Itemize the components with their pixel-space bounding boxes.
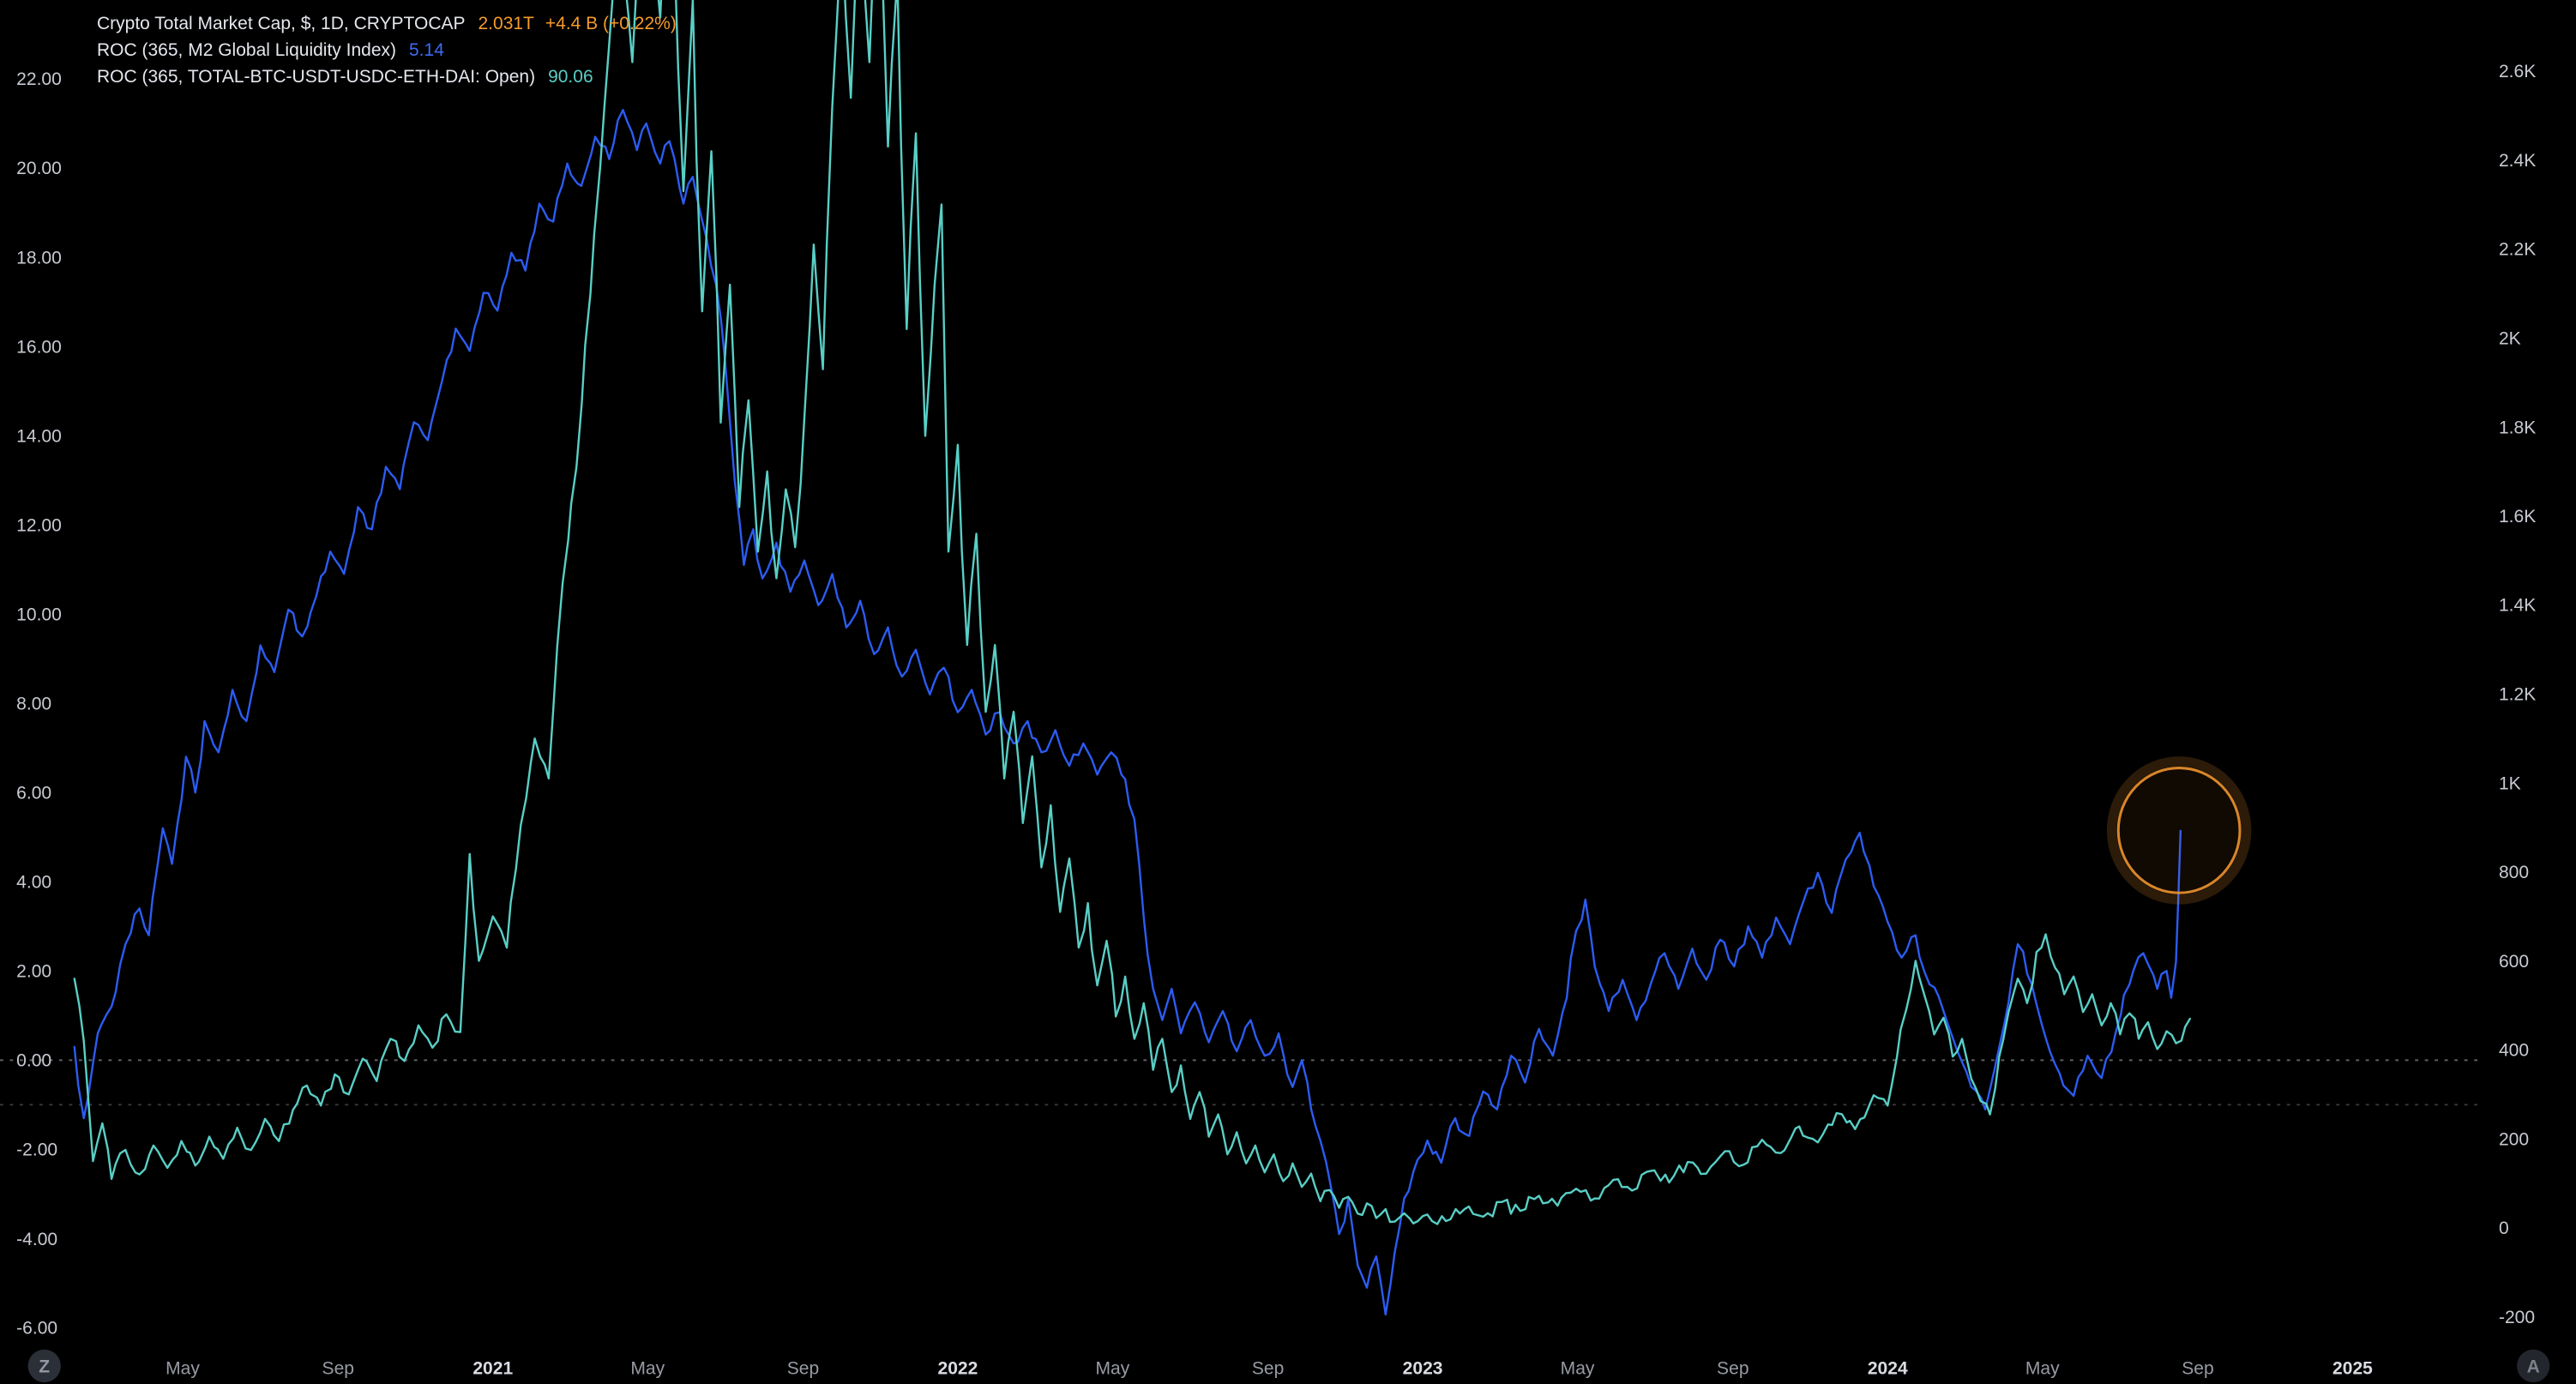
account-badge[interactable] xyxy=(2517,1349,2550,1383)
annotation-circle[interactable] xyxy=(2116,767,2242,894)
right-axis-label: 800 xyxy=(2499,863,2529,882)
legend-change-marketcap: +4.4 B (+0.22%) xyxy=(545,14,677,33)
right-axis-label: 2.4K xyxy=(2499,151,2536,171)
time-axis-label-may[interactable]: May xyxy=(2025,1358,2060,1378)
left-axis-label: 4.00 xyxy=(16,872,51,892)
right-axis-label: 0 xyxy=(2499,1219,2509,1238)
left-axis-label: -2.00 xyxy=(16,1140,57,1160)
right-axis-label: 1.2K xyxy=(2499,685,2536,705)
right-axis-label: 1.6K xyxy=(2499,507,2536,527)
left-axis-label: -4.00 xyxy=(16,1230,57,1249)
logo-badge-letter: Z xyxy=(39,1357,50,1377)
left-axis-label: -6.00 xyxy=(16,1319,57,1339)
legend-value-m2-roc: 5.14 xyxy=(409,40,444,60)
time-axis-label-sep[interactable]: Sep xyxy=(322,1358,354,1378)
time-axis-label-2023[interactable]: 2023 xyxy=(1403,1358,1443,1378)
legend-title-total-roc[interactable]: ROC (365, TOTAL-BTC-USDT-USDC-ETH-DAI: O… xyxy=(97,67,536,87)
right-axis-label: 2.6K xyxy=(2499,62,2536,81)
left-axis-label: 14.00 xyxy=(16,426,62,446)
legend-row-total-roc[interactable]: ROC (365, TOTAL-BTC-USDT-USDC-ETH-DAI: O… xyxy=(97,63,688,90)
time-axis-label-2021[interactable]: 2021 xyxy=(472,1358,513,1378)
time-axis-label-may[interactable]: May xyxy=(1095,1358,1129,1378)
right-axis-label: 600 xyxy=(2499,952,2529,972)
time-axis-label-2025[interactable]: 2025 xyxy=(2332,1358,2373,1378)
right-axis-label: 1K xyxy=(2499,773,2521,793)
left-axis-label: 2.00 xyxy=(16,962,51,982)
legend-row-marketcap[interactable]: Crypto Total Market Cap, $, 1D, CRYPTOCA… xyxy=(97,10,688,37)
left-axis-label: 20.00 xyxy=(16,159,62,178)
legend-value-marketcap: 2.031T xyxy=(478,14,534,33)
total-roc-line[interactable] xyxy=(73,0,2191,1225)
legend-title-m2-roc[interactable]: ROC (365, M2 Global Liquidity Index) xyxy=(97,40,396,60)
time-axis-label-may[interactable]: May xyxy=(630,1358,665,1378)
time-axis-label-sep[interactable]: Sep xyxy=(787,1358,819,1378)
annotation-circle-glow xyxy=(2106,756,2252,905)
time-axis-label-sep[interactable]: Sep xyxy=(1717,1358,1748,1378)
left-axis-label: 10.00 xyxy=(16,605,62,624)
legend: Crypto Total Market Cap, $, 1D, CRYPTOCA… xyxy=(97,10,688,90)
right-axis-label: 2K xyxy=(2499,328,2521,348)
time-axis-label-sep[interactable]: Sep xyxy=(1252,1358,1284,1378)
left-axis-label: 8.00 xyxy=(16,695,51,714)
right-axis-label: 2.2K xyxy=(2499,240,2536,260)
left-axis-label: 22.00 xyxy=(16,69,62,89)
account-badge-letter: A xyxy=(2527,1357,2540,1377)
legend-value-total-roc: 90.06 xyxy=(548,67,593,87)
m2-roc-line[interactable] xyxy=(73,109,2182,1316)
legend-row-m2-roc[interactable]: ROC (365, M2 Global Liquidity Index) 5.14 xyxy=(97,37,688,63)
logo-badge[interactable] xyxy=(27,1349,61,1383)
right-axis-label: 1.4K xyxy=(2499,596,2536,616)
left-axis-label: 16.00 xyxy=(16,337,62,357)
time-axis-label-may[interactable]: May xyxy=(1561,1358,1595,1378)
right-axis-label: 1.8K xyxy=(2499,418,2536,437)
time-axis-label-2022[interactable]: 2022 xyxy=(937,1358,978,1378)
left-axis-label: 6.00 xyxy=(16,784,51,803)
right-axis-label: 400 xyxy=(2499,1041,2529,1061)
time-axis-label-sep[interactable]: Sep xyxy=(2182,1358,2213,1378)
right-axis-label: 200 xyxy=(2499,1129,2529,1149)
left-axis-label: 0.00 xyxy=(16,1051,51,1071)
legend-title-marketcap[interactable]: Crypto Total Market Cap, $, 1D, CRYPTOCA… xyxy=(97,14,466,33)
left-axis-label: 12.00 xyxy=(16,515,62,535)
time-axis-label-may[interactable]: May xyxy=(166,1358,200,1378)
time-axis-label-2024[interactable]: 2024 xyxy=(1868,1358,1908,1378)
left-axis-label: 18.00 xyxy=(16,248,62,268)
right-axis-label: -200 xyxy=(2499,1308,2535,1327)
